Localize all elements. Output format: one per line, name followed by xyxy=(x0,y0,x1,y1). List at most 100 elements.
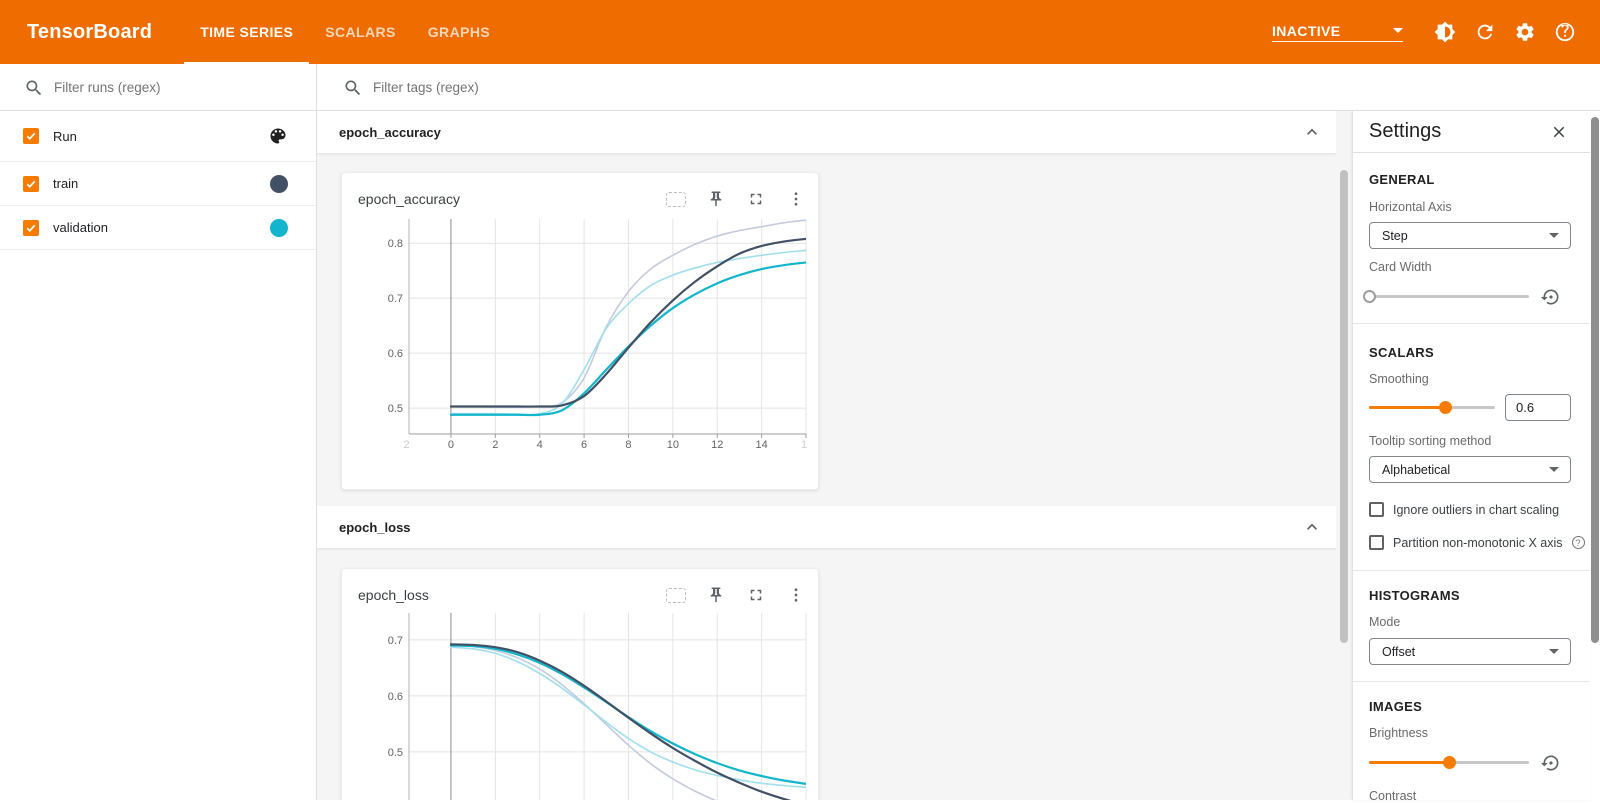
svg-text:0.8: 0.8 xyxy=(388,238,403,250)
partition-x-axis-checkbox[interactable] xyxy=(1369,535,1384,550)
check-icon xyxy=(26,224,36,232)
tab-scalars[interactable]: SCALARS xyxy=(325,24,396,40)
run-group-row[interactable]: Run xyxy=(0,111,316,162)
main-scrollbar-thumb[interactable] xyxy=(1340,170,1348,643)
svg-text:14: 14 xyxy=(755,439,767,451)
brightness-slider-thumb[interactable] xyxy=(1443,756,1456,769)
train-checkbox[interactable] xyxy=(23,175,39,192)
search-icon xyxy=(343,78,363,98)
horizontal-axis-dropdown[interactable]: Step xyxy=(1369,222,1571,249)
svg-text:0.6: 0.6 xyxy=(388,691,403,703)
reload-status-dropdown[interactable]: INACTIVE xyxy=(1272,23,1403,42)
main-content: epoch_accuracy epoch_accuracy 0.5 0.6 0.7 0… xyxy=(317,111,1336,800)
more-options-icon[interactable] xyxy=(786,585,806,605)
pin-icon[interactable] xyxy=(706,189,726,209)
caret-down-icon xyxy=(1549,649,1559,654)
run-checkbox[interactable] xyxy=(23,128,39,144)
smoothing-value-input[interactable] xyxy=(1505,394,1571,421)
svg-text:2: 2 xyxy=(403,439,409,451)
settings-scrollbar[interactable] xyxy=(1590,111,1600,800)
tab-graphs[interactable]: GRAPHS xyxy=(427,24,491,40)
epoch-loss-line-chart[interactable]: 0.50.60.702468101214 xyxy=(342,569,819,800)
epoch-accuracy-line-chart[interactable]: 0.5 0.6 0.7 0.8 0 2 4 6 8 10 12 14 2 1 xyxy=(342,173,819,490)
smoothing-slider-thumb[interactable] xyxy=(1438,401,1452,414)
pin-icon[interactable] xyxy=(706,585,726,605)
fullscreen-icon[interactable] xyxy=(746,189,766,209)
smoothing-slider[interactable] xyxy=(1369,401,1495,414)
check-icon xyxy=(26,132,36,140)
svg-text:0.7: 0.7 xyxy=(388,293,403,305)
check-icon xyxy=(26,180,36,188)
svg-text:0.7: 0.7 xyxy=(388,635,403,647)
run-group-label: Run xyxy=(53,128,77,144)
card-width-label: Card Width xyxy=(1369,260,1432,274)
reset-icon[interactable] xyxy=(1541,287,1561,307)
settings-heading-images: IMAGES xyxy=(1369,699,1423,714)
ignore-outliers-checkbox[interactable] xyxy=(1369,502,1384,517)
validation-checkbox[interactable] xyxy=(23,219,39,236)
run-row-validation[interactable]: validation xyxy=(0,206,316,250)
help-icon[interactable] xyxy=(1553,20,1577,44)
settings-heading-general: GENERAL xyxy=(1369,172,1435,187)
tab-time-series[interactable]: TIME SERIES xyxy=(184,0,310,64)
contrast-label: Contrast xyxy=(1369,789,1417,803)
settings-panel-title: Settings xyxy=(1369,120,1442,142)
filter-bar xyxy=(0,64,1600,111)
settings-heading-scalars: SCALARS xyxy=(1369,345,1434,360)
svg-text:1: 1 xyxy=(801,439,807,451)
section-header-epoch-accuracy[interactable]: epoch_accuracy xyxy=(317,111,1336,154)
chart-card-epoch-accuracy: epoch_accuracy 0.5 0.6 0.7 0.8 0 2 4 6 8 10 12 14 2 1 xyxy=(341,172,819,490)
svg-text:10: 10 xyxy=(667,439,679,451)
run-row-train[interactable]: train xyxy=(0,162,316,206)
reset-icon[interactable] xyxy=(1541,753,1561,773)
fit-to-data-icon[interactable] xyxy=(666,585,686,605)
svg-text:6: 6 xyxy=(581,439,587,451)
train-color-dot[interactable] xyxy=(270,174,288,193)
settings-scrollbar-thumb[interactable] xyxy=(1591,117,1599,643)
collapse-chevron-icon[interactable] xyxy=(1302,122,1322,142)
validation-color-dot[interactable] xyxy=(270,218,288,237)
settings-panel: Settings GENERAL Horizontal Axis Step Ca… xyxy=(1352,111,1590,803)
chart-title: epoch_loss xyxy=(358,587,429,603)
more-options-icon[interactable] xyxy=(786,189,806,209)
main-scrollbar[interactable] xyxy=(1336,111,1352,800)
settings-heading-histograms: HISTOGRAMS xyxy=(1369,588,1460,603)
card-width-slider-thumb[interactable] xyxy=(1363,290,1376,303)
caret-down-icon xyxy=(1549,467,1559,472)
run-label: train xyxy=(53,176,79,191)
section-header-epoch-loss[interactable]: epoch_loss xyxy=(317,506,1336,549)
partition-x-axis-row: Partition non-monotonic X axis xyxy=(1369,535,1585,550)
svg-text:0.5: 0.5 xyxy=(388,747,403,759)
svg-text:12: 12 xyxy=(711,439,723,451)
filter-tags-input[interactable] xyxy=(373,80,773,95)
fit-to-data-icon[interactable] xyxy=(666,189,686,209)
svg-text:4: 4 xyxy=(537,439,543,451)
ignore-outliers-row: Ignore outliers in chart scaling xyxy=(1369,502,1559,517)
card-header: epoch_accuracy xyxy=(342,173,818,225)
brightness-icon[interactable] xyxy=(1433,20,1457,44)
runs-filter-container xyxy=(0,64,317,111)
fullscreen-icon[interactable] xyxy=(746,585,766,605)
chart-card-epoch-loss: epoch_loss 0.50.60.702468101214 xyxy=(341,568,819,800)
tooltip-sorting-dropdown[interactable]: Alphabetical xyxy=(1369,456,1571,483)
brightness-slider[interactable] xyxy=(1369,756,1529,769)
svg-text:8: 8 xyxy=(625,439,631,451)
help-icon[interactable] xyxy=(1571,536,1585,549)
refresh-icon[interactable] xyxy=(1473,20,1497,44)
brightness-label: Brightness xyxy=(1369,726,1429,740)
histogram-mode-dropdown[interactable]: Offset xyxy=(1369,638,1571,665)
palette-icon[interactable] xyxy=(268,126,288,146)
settings-gear-icon[interactable] xyxy=(1513,20,1537,44)
tooltip-sorting-label: Tooltip sorting method xyxy=(1369,434,1492,448)
card-width-slider[interactable] xyxy=(1363,290,1529,303)
nav-tabs: TIME SERIES SCALARS GRAPHS xyxy=(184,0,506,64)
svg-text:2: 2 xyxy=(492,439,498,451)
close-icon[interactable] xyxy=(1550,123,1568,141)
collapse-chevron-icon[interactable] xyxy=(1302,517,1322,537)
filter-runs-input[interactable] xyxy=(54,80,254,95)
card-header: epoch_loss xyxy=(342,569,818,621)
svg-text:0: 0 xyxy=(448,439,454,451)
app-toolbar: TensorBoard TIME SERIES SCALARS GRAPHS I… xyxy=(0,0,1600,64)
horizontal-axis-label: Horizontal Axis xyxy=(1369,200,1452,214)
histogram-mode-label: Mode xyxy=(1369,615,1401,629)
